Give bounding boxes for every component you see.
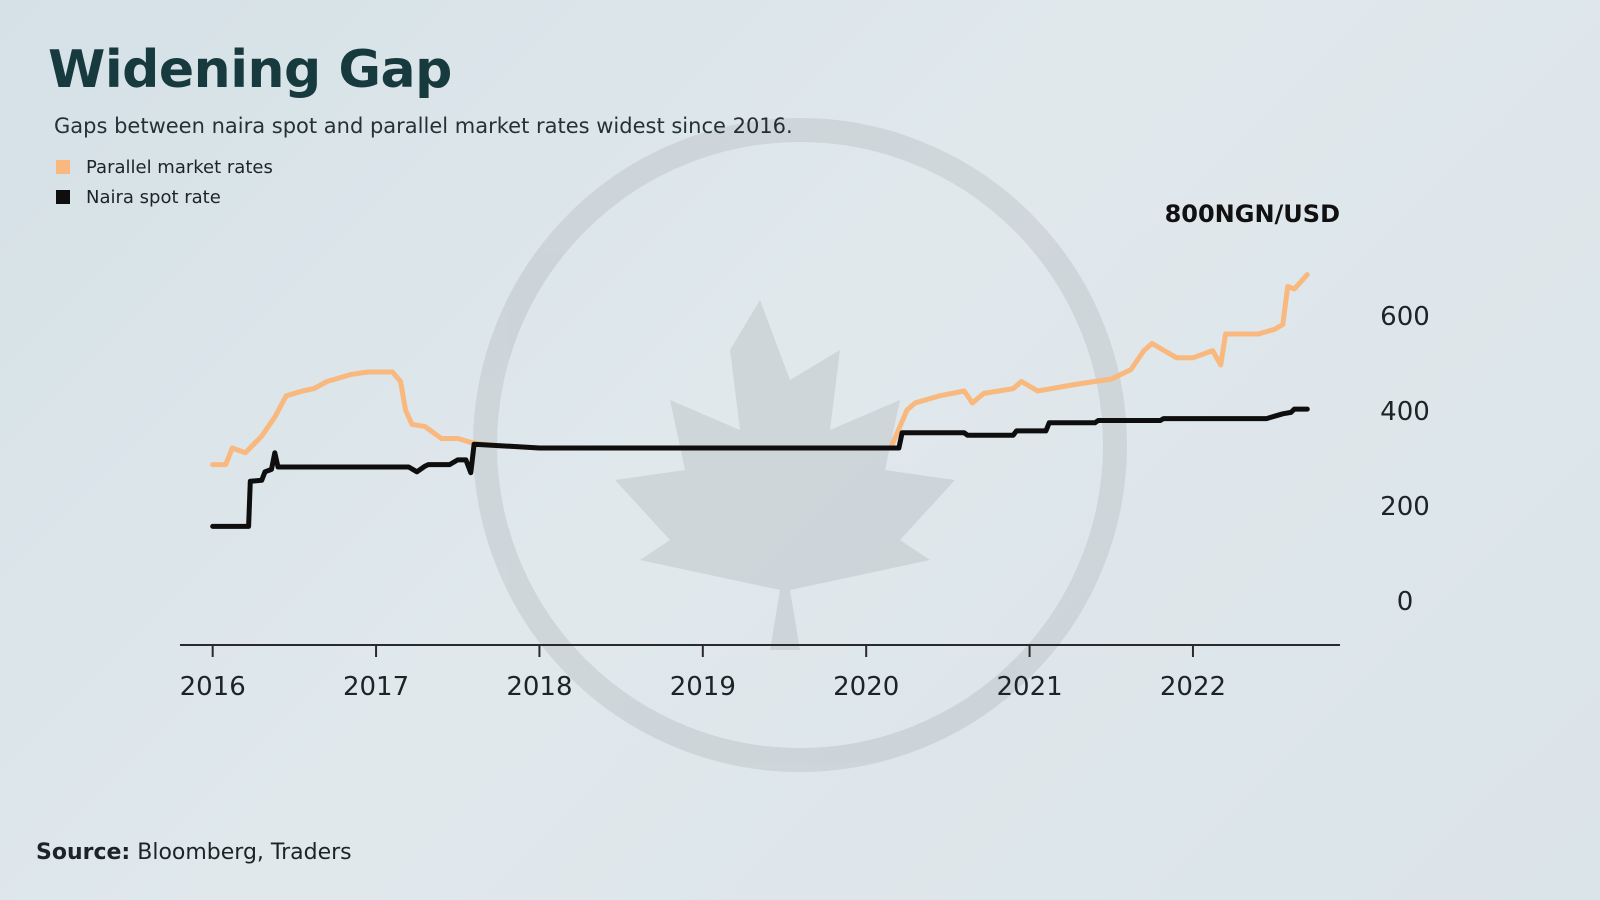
chart-title: Widening Gap [48, 40, 452, 100]
legend-item-parallel: Parallel market rates [56, 152, 273, 182]
x-tick-label: 2016 [180, 672, 246, 702]
x-tick-label: 2022 [1160, 672, 1226, 702]
y-tick-label: 200 [1380, 492, 1430, 522]
y-axis-unit-label: 800NGN/USD [1165, 200, 1340, 228]
source-label: Source: [36, 840, 131, 865]
source-note: Source: Bloomberg, Traders [36, 840, 352, 865]
chart-subtitle: Gaps between naira spot and parallel mar… [54, 114, 793, 138]
legend-item-spot: Naira spot rate [56, 182, 273, 212]
legend: Parallel market rates Naira spot rate [56, 152, 273, 212]
x-tick-label: 2021 [996, 672, 1062, 702]
maple-leaf-watermark-icon [473, 118, 1127, 772]
x-tick-label: 2018 [506, 672, 572, 702]
y-axis: 0 200 400 600 [1380, 302, 1430, 617]
x-tick-label: 2020 [833, 672, 899, 702]
y-tick-label: 600 [1380, 302, 1430, 332]
series-line-spot [210, 406, 1310, 529]
series-lines [210, 272, 1310, 529]
legend-label-spot: Naira spot rate [86, 186, 221, 208]
source-text: Bloomberg, Traders [137, 840, 352, 865]
x-tick-label: 2019 [670, 672, 736, 702]
y-tick-label: 400 [1380, 397, 1430, 427]
x-axis: 2016 2017 2018 2019 2020 2021 2022 [180, 644, 1340, 702]
legend-swatch-spot [56, 190, 70, 204]
y-tick-label: 0 [1397, 587, 1414, 617]
x-tick-label: 2017 [343, 672, 409, 702]
legend-swatch-parallel [56, 160, 70, 174]
legend-label-parallel: Parallel market rates [86, 156, 273, 178]
